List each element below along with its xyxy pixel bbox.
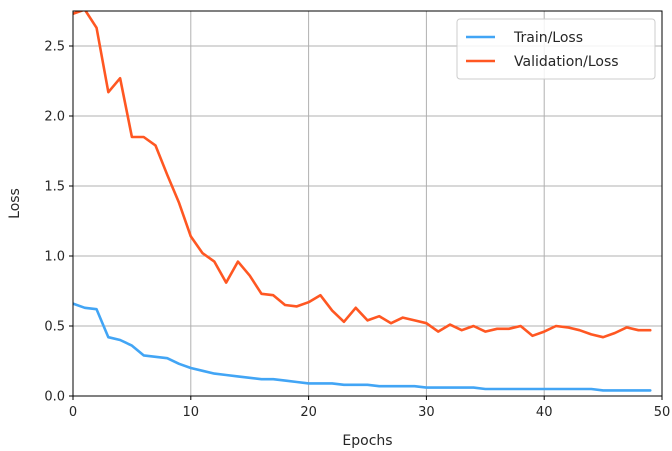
legend-label: Train/Loss: [513, 30, 583, 46]
x-tick-label: 50: [654, 405, 671, 420]
legend: Train/Loss Validation/Loss: [457, 19, 655, 79]
x-tick-label: 20: [300, 405, 317, 420]
y-tick-label: 0.0: [44, 390, 65, 405]
y-tick-label: 1.0: [44, 250, 65, 265]
x-tick-label: 30: [418, 405, 435, 420]
x-tick-label: 0: [69, 405, 77, 420]
y-axis-label: Loss: [7, 188, 23, 219]
y-tick-label: 2.5: [44, 40, 65, 55]
x-tick-label: 10: [183, 405, 200, 420]
x-axis-label: Epochs: [342, 433, 392, 449]
y-tick-label: 0.5: [44, 320, 65, 335]
y-tick-label: 2.0: [44, 110, 65, 125]
x-tick-label: 40: [536, 405, 553, 420]
legend-label: Validation/Loss: [514, 54, 619, 70]
series-line-train-loss: [73, 304, 650, 391]
y-tick-label: 1.5: [44, 180, 65, 195]
axis-ticks: 0 10 20 30 40 50 0.0 0.5 1.0 1.5 2.0 2.5: [44, 40, 670, 421]
legend-box: [457, 19, 655, 79]
